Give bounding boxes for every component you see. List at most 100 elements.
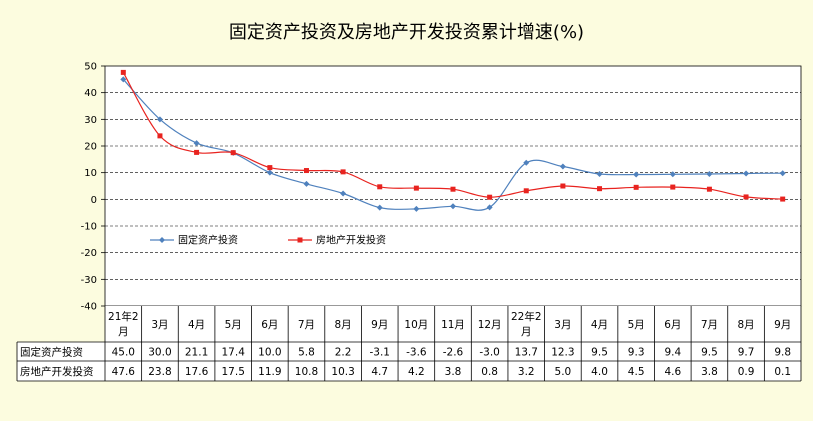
table-cell-value: 30.0 — [148, 347, 171, 359]
table-cell-value: 10.8 — [295, 366, 318, 378]
fixed-asset-series-point — [669, 171, 676, 178]
table-cell-value: 4.7 — [371, 366, 388, 378]
table-cell-value: 9.8 — [774, 347, 791, 359]
table-cell-value: 9.3 — [628, 347, 645, 359]
table-cell-value: -3.1 — [369, 347, 390, 359]
table-row-label: 房地产开发投资 — [20, 365, 94, 378]
table-cell-value: 9.5 — [591, 347, 608, 359]
x-category-label: 6月 — [261, 319, 278, 331]
y-tick-label: 50 — [84, 62, 97, 73]
real-estate-series-point — [377, 184, 383, 190]
fixed-asset-series-point — [779, 170, 786, 177]
table-cell-value: 10.3 — [331, 366, 354, 378]
x-category-label: 11月 — [441, 319, 465, 331]
table-cell-value: 2.2 — [335, 347, 352, 359]
x-category-label: 5月 — [225, 319, 242, 331]
real-estate-series-point — [670, 184, 676, 190]
table-cell-value: 12.3 — [551, 347, 574, 359]
table-cell-value: 21.1 — [185, 347, 208, 359]
fixed-asset-series-point — [706, 171, 713, 177]
y-tick-label: -20 — [81, 248, 97, 259]
table-cell-value: 0.1 — [774, 366, 791, 378]
real-estate-series-point — [340, 169, 346, 175]
table-cell-value: 5.0 — [555, 366, 572, 378]
real-estate-series-point — [157, 133, 163, 139]
real-estate-series-point — [487, 194, 493, 200]
table-cell-value: 9.5 — [701, 347, 718, 359]
x-category-label: 月 — [521, 326, 532, 338]
fixed-asset-series-point — [303, 180, 310, 187]
real-estate-series-point — [523, 188, 529, 194]
y-tick-label: -10 — [81, 222, 97, 233]
fixed-asset-series-point — [156, 116, 163, 123]
table-cell-value: 11.9 — [258, 366, 281, 378]
fixed-asset-series-point — [523, 159, 530, 166]
series-layer — [120, 69, 786, 212]
chart-title: 固定资产投资及房地产开发投资累计增速(%) — [228, 22, 585, 43]
table-cell-value: -3.0 — [479, 347, 500, 359]
fixed-asset-series-point — [633, 171, 640, 178]
x-category-label: 6月 — [664, 319, 681, 331]
x-category-label: 8月 — [335, 319, 352, 331]
table-row-label: 固定资产投资 — [20, 346, 83, 359]
grid-lines — [105, 92, 801, 280]
fixed-asset-series-point — [559, 163, 566, 170]
table-cell-value: 13.7 — [515, 347, 538, 359]
real-estate-series-point — [633, 184, 639, 190]
y-tick-label: 30 — [84, 115, 97, 126]
y-tick-label: 40 — [84, 88, 97, 99]
real-estate-series-point — [560, 183, 566, 189]
table-cell-value: 23.8 — [148, 366, 171, 378]
x-category-label: 4月 — [188, 319, 205, 331]
table-cell-value: 0.9 — [738, 366, 755, 378]
x-category-label: 5月 — [628, 319, 645, 331]
real-estate-series-point — [303, 168, 309, 174]
table-cell-value: 17.4 — [222, 347, 246, 359]
y-tick-label: 20 — [84, 142, 97, 153]
fixed-asset-series-point — [266, 169, 273, 176]
table-cell-value: 4.6 — [664, 366, 681, 378]
fixed-asset-series-point — [340, 190, 347, 197]
x-category-label: 3月 — [554, 319, 571, 331]
x-category-label: 10月 — [404, 319, 428, 331]
fixed-asset-series-point — [450, 203, 456, 210]
table-header-bg — [105, 306, 801, 342]
table-cell-value: 10.0 — [258, 347, 281, 359]
plot-area — [104, 65, 802, 307]
table-cell-value: 17.6 — [185, 366, 209, 378]
table-cell-value: 3.2 — [518, 366, 535, 378]
y-tick-label: 0 — [91, 195, 97, 206]
x-category-label: 9月 — [774, 319, 791, 331]
real-estate-series-point — [706, 186, 712, 192]
fixed-asset-series-point — [743, 170, 750, 177]
real-estate-series-point — [450, 186, 456, 192]
x-category-label: 7月 — [701, 319, 718, 331]
x-category-label: 21年2 — [108, 310, 139, 323]
real-estate-series-point — [267, 165, 273, 171]
x-category-label: 3月 — [151, 319, 168, 331]
table-cell-value: 4.5 — [628, 366, 645, 378]
table-cell-value: 3.8 — [445, 366, 462, 378]
real-estate-series-point — [120, 69, 126, 75]
table-cell-value: 3.8 — [701, 366, 718, 378]
table-cell-value: 4.0 — [591, 366, 608, 378]
y-tick-label: -40 — [81, 302, 97, 313]
fixed-asset-series-point — [193, 140, 200, 147]
table-cell-value: 5.8 — [298, 347, 315, 359]
real-estate-series-point — [780, 196, 786, 202]
table-cell-value: 9.4 — [664, 347, 681, 359]
x-category-label: 4月 — [591, 319, 608, 331]
y-tick-label: -30 — [81, 275, 97, 286]
table-bg — [17, 342, 801, 381]
x-category-label: 9月 — [371, 319, 388, 331]
legend-real-estate-label: 房地产开发投资 — [316, 234, 386, 247]
table-cell-value: -3.6 — [406, 347, 427, 359]
real-estate-series-point — [230, 150, 236, 156]
y-tick-label: 10 — [84, 168, 97, 179]
real-estate-series-point — [743, 194, 749, 200]
real-estate-series-point — [194, 149, 200, 155]
fixed-asset-series-point — [376, 204, 383, 211]
x-category-label: 月 — [118, 326, 129, 338]
table-cell-value: -2.6 — [443, 347, 464, 359]
